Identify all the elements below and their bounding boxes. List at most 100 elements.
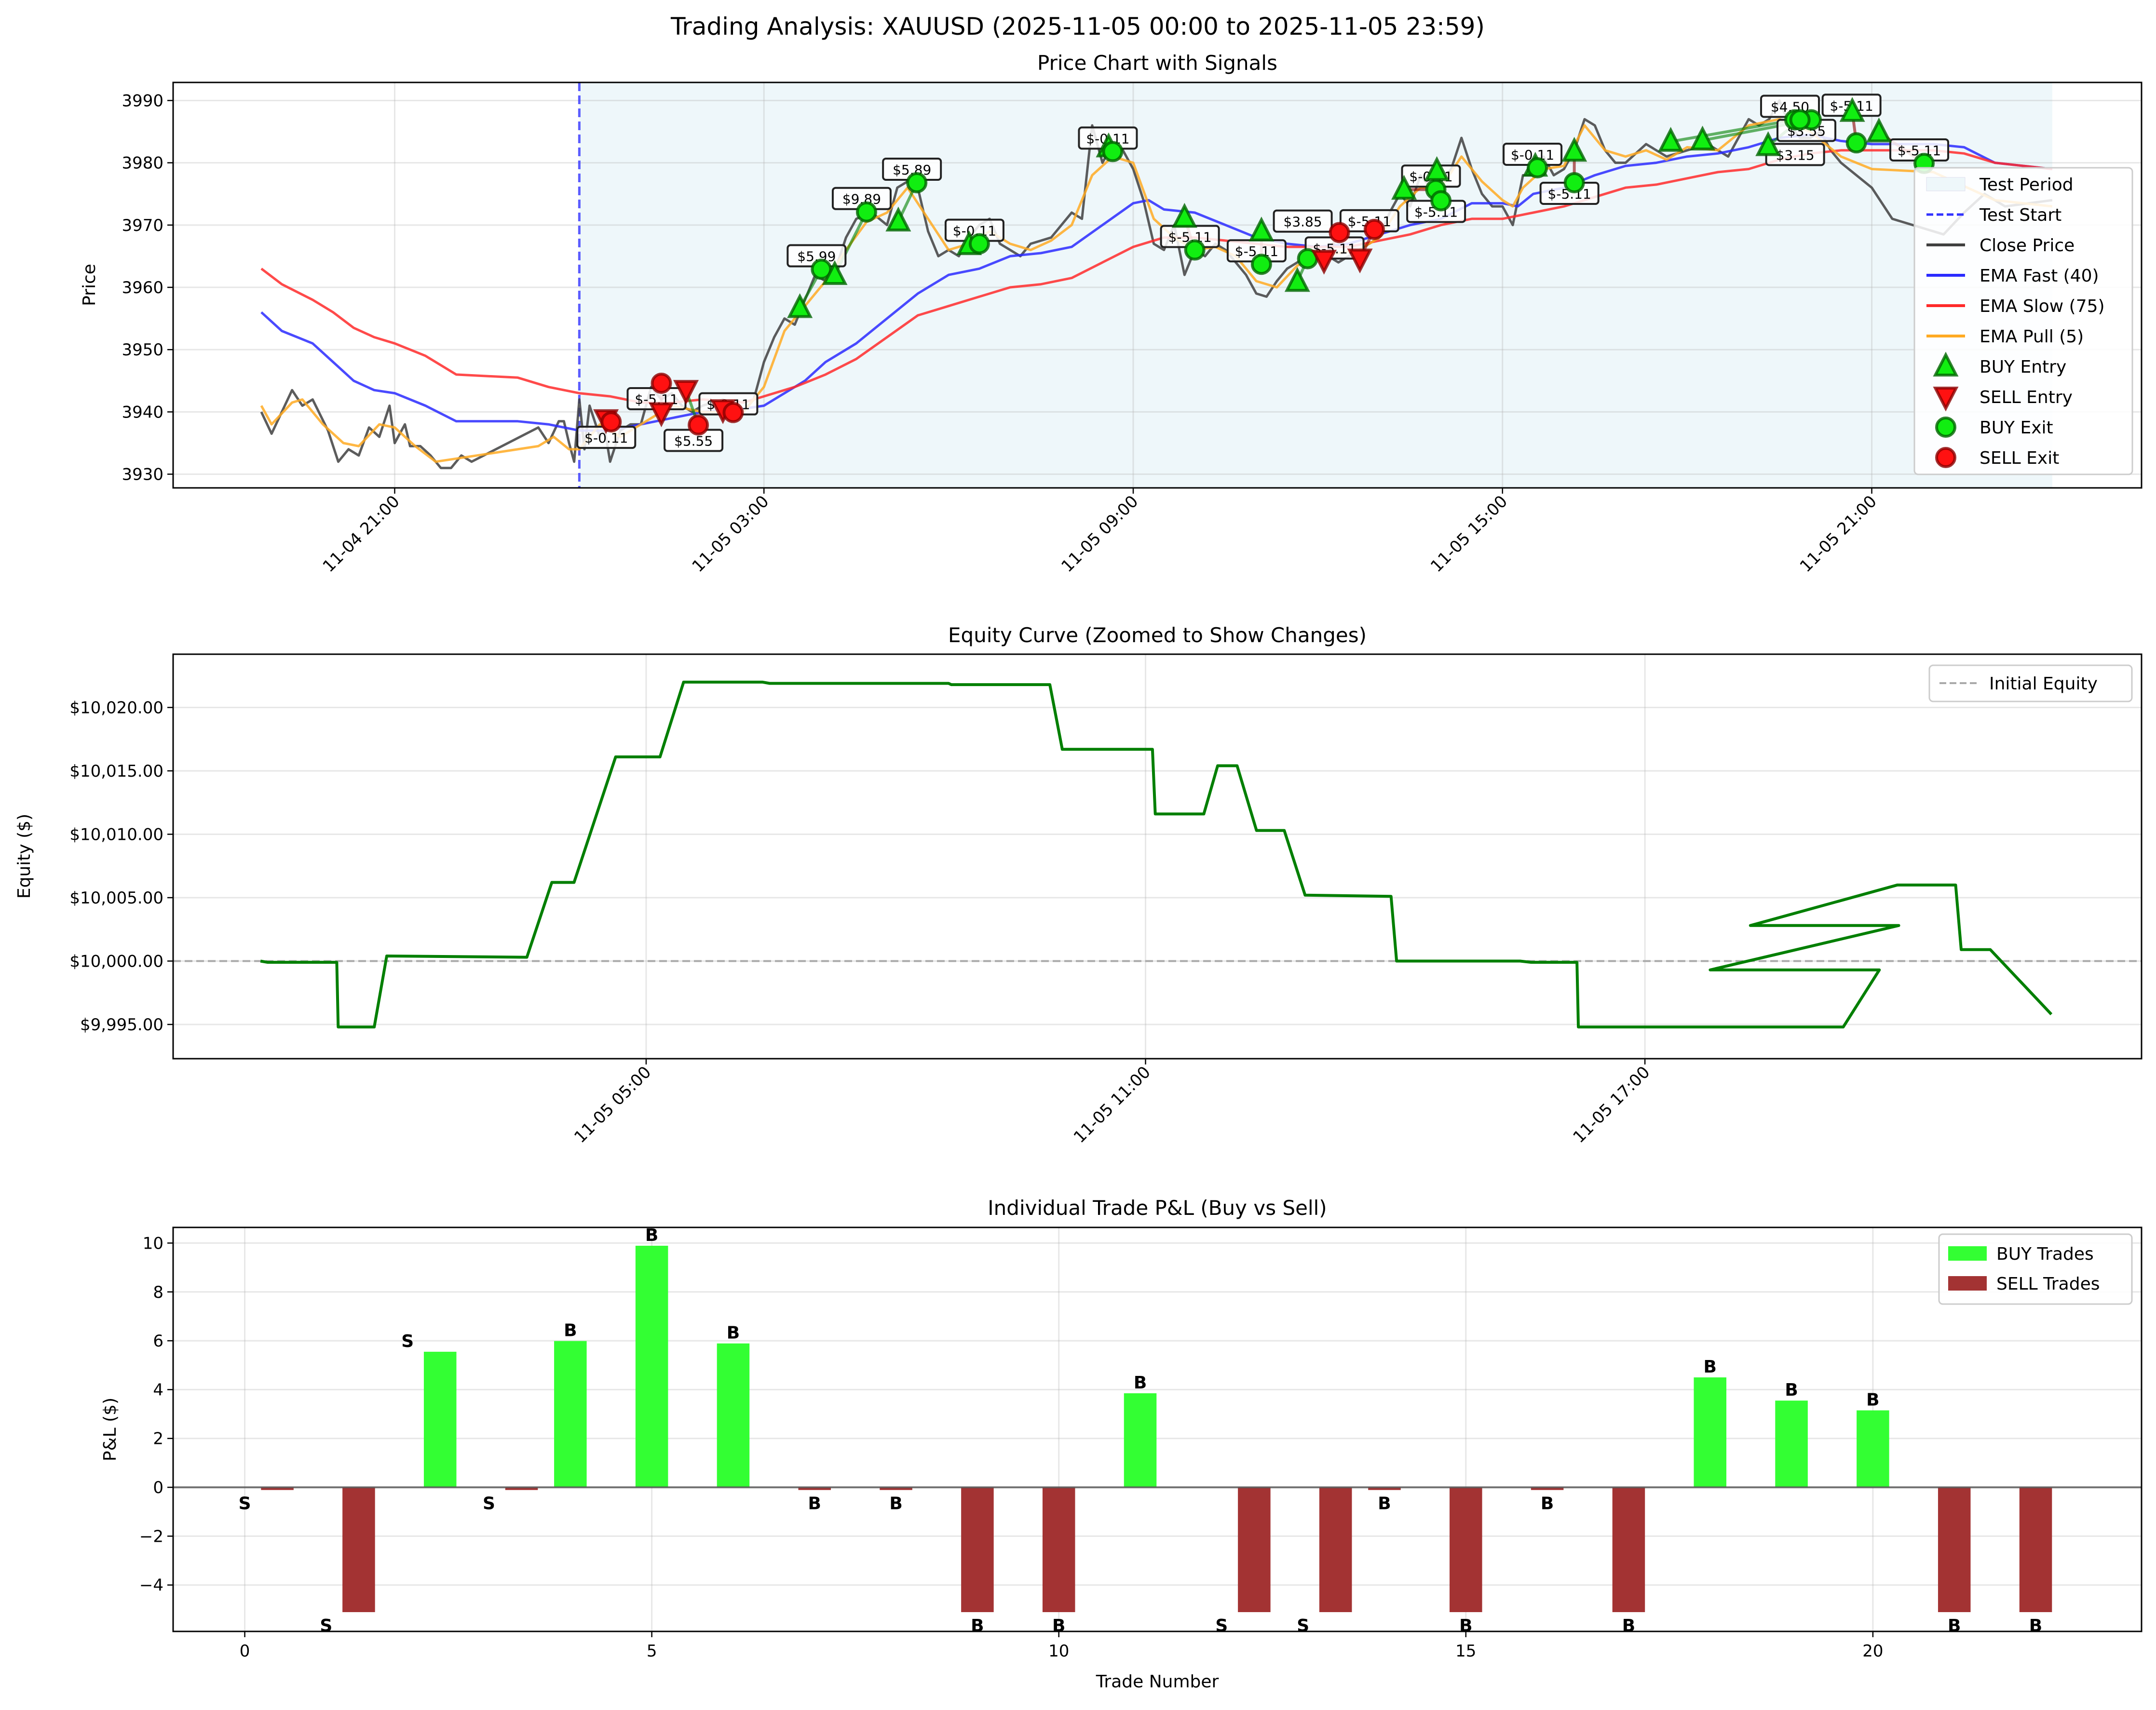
buy-entry-marker xyxy=(787,293,813,318)
legend-label: Test Start xyxy=(1979,205,2061,225)
buy-trade-bar xyxy=(554,1341,587,1488)
pnl-x-tick-label: 10 xyxy=(1048,1642,1069,1661)
sell-exit-swatch xyxy=(1935,447,1956,468)
buy-exit-marker xyxy=(1789,109,1811,131)
equity-y-tick-label: $9,995.00 xyxy=(80,1015,163,1035)
price-y-tick-label: 3930 xyxy=(122,465,163,485)
trade-side-label: B xyxy=(1785,1380,1798,1400)
price-x-tick-label: 11-04 21:00 xyxy=(319,492,404,576)
legend-label: BUY Trades xyxy=(1996,1244,2094,1264)
sell-exit-marker xyxy=(1329,222,1350,243)
buy-trade-bar xyxy=(635,1245,668,1488)
buy-exit-marker xyxy=(1184,239,1206,261)
pnl-x-tick-label: 5 xyxy=(647,1642,657,1661)
trade-pnl-label: $-0.11 xyxy=(944,218,1004,242)
equity-x-tick-label: 11-05 05:00 xyxy=(570,1063,655,1147)
sell-exit-marker xyxy=(1363,218,1385,240)
equity-y-tick-label: $10,010.00 xyxy=(69,825,163,844)
legend-item: Test Period xyxy=(1926,175,2074,195)
trade-side-label: B xyxy=(564,1321,577,1341)
trade-pnl-label-text: $5.55 xyxy=(674,433,713,449)
buy-entry-marker xyxy=(1284,267,1310,292)
legend-item: BUY Exit xyxy=(1935,417,2053,438)
trade-side-label: S xyxy=(1215,1616,1228,1636)
price-y-tick-label: 3960 xyxy=(122,278,163,297)
trade-side-label: S xyxy=(320,1616,332,1636)
pnl-y-label: P&L ($) xyxy=(100,1398,120,1461)
pnl-x-tick-label: 20 xyxy=(1862,1642,1883,1661)
legend-label: EMA Slow (75) xyxy=(1980,296,2105,316)
trade-side-label: S xyxy=(401,1332,414,1351)
trade-side-label: B xyxy=(808,1494,821,1514)
price-legend-box xyxy=(1913,167,2133,475)
trade-markers: $-0.11$-5.11$5.55$-0.11$5.99$9.89$5.89$-… xyxy=(576,94,1950,452)
buy-trade-bar xyxy=(717,1343,750,1488)
trade-side-label: B xyxy=(1052,1616,1065,1636)
ema-slow-line xyxy=(260,149,2053,404)
buy-entry-marker xyxy=(1248,216,1275,242)
legend-item: SELL Exit xyxy=(1935,447,2059,468)
sell-trade-bar xyxy=(261,1487,294,1490)
pnl-y-tick-label: −4 xyxy=(139,1576,163,1595)
sell-entry-swatch xyxy=(1933,387,1959,412)
trade-pnl-label: $-5.11 xyxy=(1226,239,1287,263)
legend-label: SELL Exit xyxy=(1980,448,2059,468)
equity-curve-line xyxy=(260,680,2053,1029)
pnl-legend: BUY Trades SELL Trades xyxy=(1938,1233,2133,1305)
buy-exit-marker xyxy=(1845,132,1867,154)
trade-pnl-label: $9.89 xyxy=(831,187,892,210)
buy-entry-marker xyxy=(1171,202,1197,228)
price-x-tick-label: 11-05 03:00 xyxy=(689,492,773,576)
equity-legend: Initial Equity xyxy=(1928,664,2133,702)
sell-trade-bar xyxy=(1238,1487,1271,1612)
buy-entry-marker xyxy=(1690,125,1716,151)
price-legend: Test Period Test Start Close Price EMA Fast… xyxy=(1913,167,2133,475)
buy-trade-bar xyxy=(1775,1400,1808,1488)
sell-trade-bar xyxy=(1531,1487,1564,1490)
trade-side-label: B xyxy=(1541,1494,1554,1514)
buy-exit-marker xyxy=(1102,141,1124,162)
sell-trade-bar xyxy=(1319,1487,1352,1612)
equity-y-tick-label: $10,015.00 xyxy=(69,762,163,781)
sell-trade-bar xyxy=(961,1487,994,1612)
legend-item: EMA Slow (75) xyxy=(1926,296,2105,316)
trade-side-label: B xyxy=(971,1616,984,1636)
test-period-band xyxy=(579,82,2052,488)
trade-side-label: B xyxy=(645,1225,658,1245)
trade-side-label: B xyxy=(2029,1616,2042,1636)
sell-trade-bar xyxy=(342,1487,375,1612)
buy-trade-bar xyxy=(1124,1393,1157,1488)
buy-entry-marker xyxy=(822,260,848,285)
buy-exit-marker xyxy=(1430,190,1452,212)
trade-side-label: S xyxy=(1297,1616,1309,1636)
equity-y-tick-label: $10,000.00 xyxy=(69,952,163,971)
pnl-axes-frame xyxy=(172,1226,2142,1632)
trade-pnl-label: $5.99 xyxy=(786,244,847,268)
trade-side-label: B xyxy=(1704,1357,1717,1377)
pnl-y-tick-label: 10 xyxy=(143,1234,163,1253)
buy-entry-marker xyxy=(1839,97,1865,122)
trade-side-label: S xyxy=(239,1494,251,1514)
trade-pnl-label-text: $3.15 xyxy=(1776,148,1815,163)
pnl-y-tick-label: 4 xyxy=(153,1380,163,1400)
sell-trade-bar xyxy=(880,1487,912,1490)
buy-entry-marker xyxy=(1866,117,1892,143)
legend-label: SELL Entry xyxy=(1980,388,2073,407)
sell-trade-bar xyxy=(798,1487,831,1490)
buy-entry-marker xyxy=(1424,156,1450,181)
trade-side-label: B xyxy=(889,1494,902,1514)
sell-exit-marker xyxy=(651,372,672,394)
buy-exit-marker xyxy=(906,172,928,193)
price-chart-title: Price Chart with Signals xyxy=(1037,51,1277,75)
buy-entry-marker xyxy=(1755,131,1781,156)
equity-x-tick-label: 11-05 17:00 xyxy=(1569,1063,1654,1147)
trade-side-label: B xyxy=(1459,1616,1472,1636)
legend-label: Initial Equity xyxy=(1989,674,2098,694)
pnl-y-tick-label: 2 xyxy=(153,1429,163,1449)
price-y-tick-label: 3940 xyxy=(122,403,163,422)
sell-trade-bar xyxy=(1042,1487,1075,1612)
buy-entry-marker xyxy=(1658,127,1684,152)
price-axes-frame xyxy=(172,81,2142,489)
legend-item: EMA Fast (40) xyxy=(1926,266,2099,286)
